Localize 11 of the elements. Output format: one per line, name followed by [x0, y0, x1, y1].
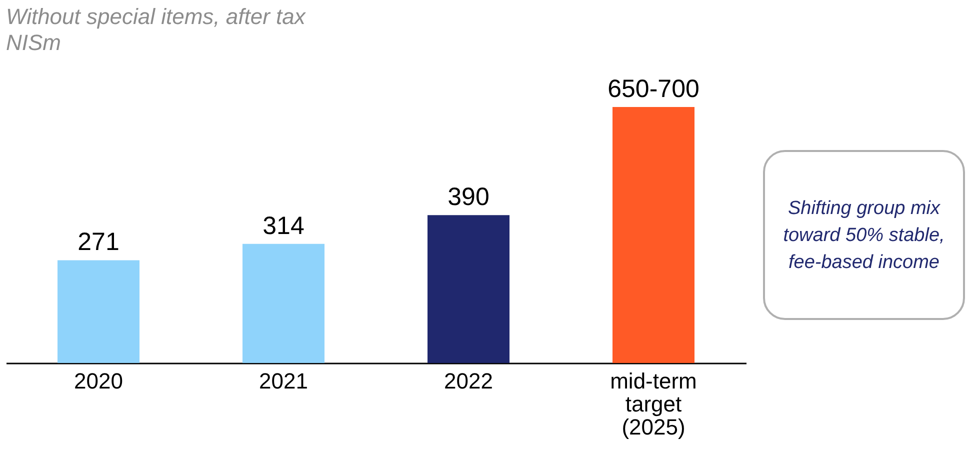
data-label: 314	[262, 212, 304, 240]
x-tick-label: 2022	[444, 368, 493, 394]
x-tick-label: 2020	[74, 368, 123, 394]
x-tick-label: 2021	[259, 368, 308, 394]
data-label: 650-700	[608, 75, 700, 103]
chart-title: Without special items, after tax	[6, 4, 306, 29]
chart-subtitle: NISm	[6, 30, 61, 55]
data-label: 390	[448, 183, 490, 212]
x-tick-label: mid-term target (2025)	[610, 368, 697, 440]
data-label: 271	[78, 228, 120, 256]
speech-bubble: Shifting group mix toward 50% stable, fee-based income	[763, 150, 965, 320]
